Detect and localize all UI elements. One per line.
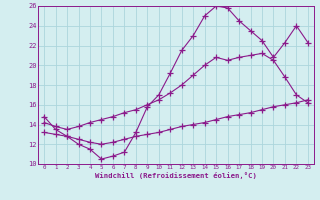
X-axis label: Windchill (Refroidissement éolien,°C): Windchill (Refroidissement éolien,°C) bbox=[95, 172, 257, 179]
